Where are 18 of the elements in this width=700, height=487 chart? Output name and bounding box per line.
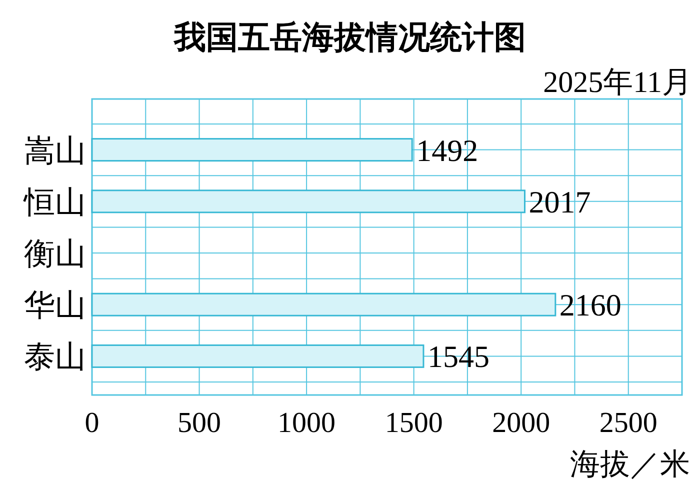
y-tick-label: 衡山 xyxy=(24,236,86,271)
x-axis-title: 海拔／米 xyxy=(570,448,690,481)
x-tick-label: 2000 xyxy=(492,407,550,439)
x-tick-label: 2500 xyxy=(599,407,658,439)
bar xyxy=(91,344,424,368)
chart-title: 我国五岳海拔情况统计图 xyxy=(173,18,526,56)
x-tick-label: 500 xyxy=(178,407,222,439)
y-tick-label: 嵩山 xyxy=(24,132,86,168)
bar xyxy=(91,292,556,316)
y-tick-label: 泰山 xyxy=(24,339,86,374)
chart-subtitle: 2025年11月 xyxy=(543,66,692,99)
bar xyxy=(91,138,413,162)
y-tick-label: 恒山 xyxy=(23,184,86,220)
x-tick-label: 1000 xyxy=(278,407,336,439)
bar xyxy=(91,190,526,214)
x-tick-label: 1500 xyxy=(384,407,443,439)
x-tick-label: 0 xyxy=(84,407,100,439)
y-tick-label: 华山 xyxy=(24,288,86,323)
